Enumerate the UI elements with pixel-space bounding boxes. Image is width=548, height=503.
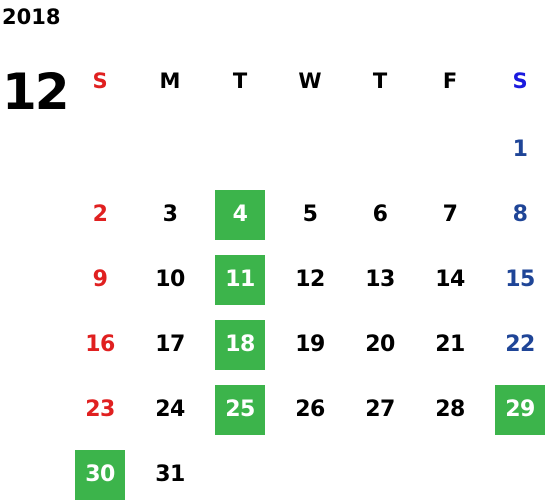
year-label: 2018 <box>2 5 61 29</box>
day-cell[interactable]: 9 <box>92 267 108 292</box>
day-cell[interactable]: 26 <box>295 397 325 422</box>
day-cell[interactable]: 22 <box>505 332 535 357</box>
weekday-tuesday: T <box>232 69 248 93</box>
day-cell[interactable]: 17 <box>155 332 185 357</box>
day-cell[interactable]: 7 <box>442 202 458 227</box>
weekday-sunday: S <box>92 69 108 93</box>
weekday-monday: M <box>159 69 181 93</box>
day-cell[interactable]: 10 <box>155 267 185 292</box>
weekday-friday: F <box>442 69 458 93</box>
day-cell[interactable]: 29 <box>495 385 545 435</box>
day-cell[interactable]: 8 <box>512 202 528 227</box>
weekday-thursday: T <box>372 69 388 93</box>
month-number: 12 <box>2 63 70 121</box>
day-cell[interactable]: 13 <box>365 267 395 292</box>
day-cell[interactable]: 24 <box>155 397 185 422</box>
day-cell[interactable]: 2 <box>92 202 108 227</box>
day-cell[interactable]: 25 <box>215 385 265 435</box>
day-cell[interactable]: 30 <box>75 450 125 500</box>
day-cell[interactable]: 6 <box>372 202 388 227</box>
day-cell[interactable]: 5 <box>302 202 318 227</box>
day-cell[interactable]: 28 <box>435 397 465 422</box>
day-cell[interactable]: 20 <box>365 332 395 357</box>
day-cell[interactable]: 31 <box>155 462 185 487</box>
weekday-saturday: S <box>512 69 528 93</box>
day-cell[interactable]: 3 <box>162 202 178 227</box>
day-cell[interactable]: 23 <box>85 397 115 422</box>
day-cell[interactable]: 14 <box>435 267 465 292</box>
day-cell[interactable]: 11 <box>215 255 265 305</box>
day-cell[interactable]: 27 <box>365 397 395 422</box>
day-cell[interactable]: 16 <box>85 332 115 357</box>
day-cell[interactable]: 19 <box>295 332 325 357</box>
day-cell[interactable]: 21 <box>435 332 465 357</box>
day-cell[interactable]: 15 <box>505 267 535 292</box>
day-cell[interactable]: 4 <box>215 190 265 240</box>
day-cell[interactable]: 1 <box>512 137 528 162</box>
weekday-wednesday: W <box>298 69 322 93</box>
day-cell[interactable]: 18 <box>215 320 265 370</box>
day-cell[interactable]: 12 <box>295 267 325 292</box>
